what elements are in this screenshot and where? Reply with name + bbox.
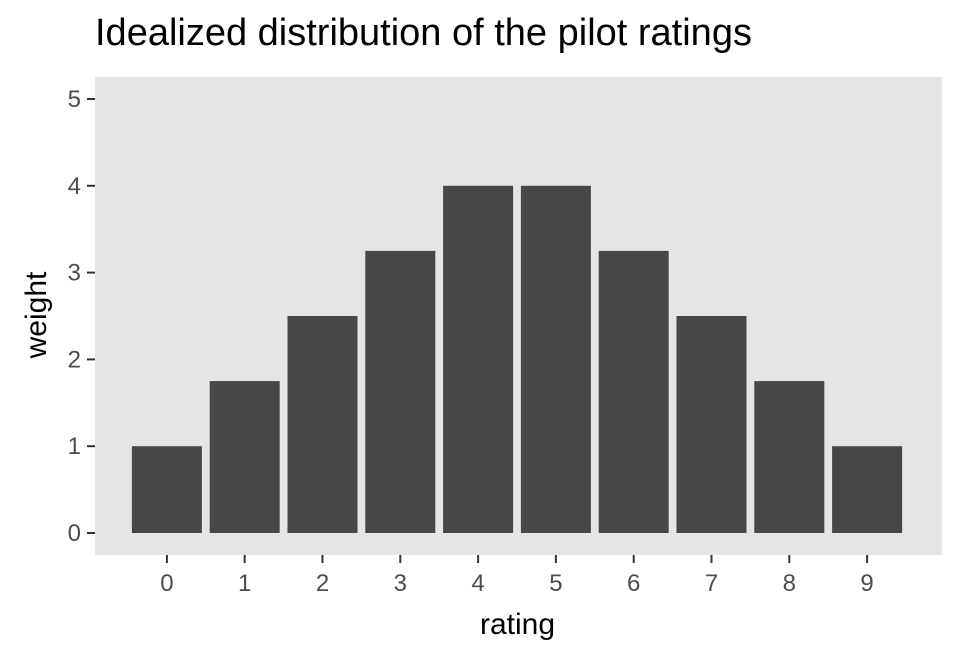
x-tick-label: 3: [394, 570, 407, 597]
y-axis: 0 1 2 3 4 5: [68, 86, 95, 547]
bar-3: [365, 250, 436, 533]
x-axis-title: rating: [480, 608, 555, 641]
y-tick-label: 4: [68, 173, 81, 200]
bar-6: [598, 250, 669, 533]
bar-2: [287, 316, 358, 533]
bar-0: [131, 446, 202, 533]
y-tick-label: 2: [68, 346, 81, 373]
x-tick-label: 4: [471, 570, 484, 597]
bar-7: [676, 316, 747, 533]
y-tick-label: 5: [68, 86, 81, 113]
x-tick-label: 9: [860, 570, 873, 597]
y-tick-label: 1: [68, 433, 81, 460]
bar-9: [832, 446, 903, 533]
x-tick-label: 2: [316, 570, 329, 597]
bar-5: [520, 185, 591, 534]
y-tick-label: 0: [68, 520, 81, 547]
x-axis: 0 1 2 3 4 5 6 7 8 9: [160, 555, 874, 597]
x-tick-label: 1: [238, 570, 251, 597]
bar-1: [209, 381, 280, 533]
x-tick-label: 0: [160, 570, 173, 597]
x-tick-label: 7: [705, 570, 718, 597]
y-tick-label: 3: [68, 260, 81, 287]
x-tick-label: 8: [783, 570, 796, 597]
bar-8: [754, 381, 825, 533]
chart-title: Idealized distribution of the pilot rati…: [95, 12, 752, 54]
y-axis-title: weight: [20, 271, 53, 359]
bars-group: [131, 185, 903, 534]
x-tick-label: 5: [549, 570, 562, 597]
bar-4: [443, 185, 514, 534]
x-tick-label: 6: [627, 570, 640, 597]
